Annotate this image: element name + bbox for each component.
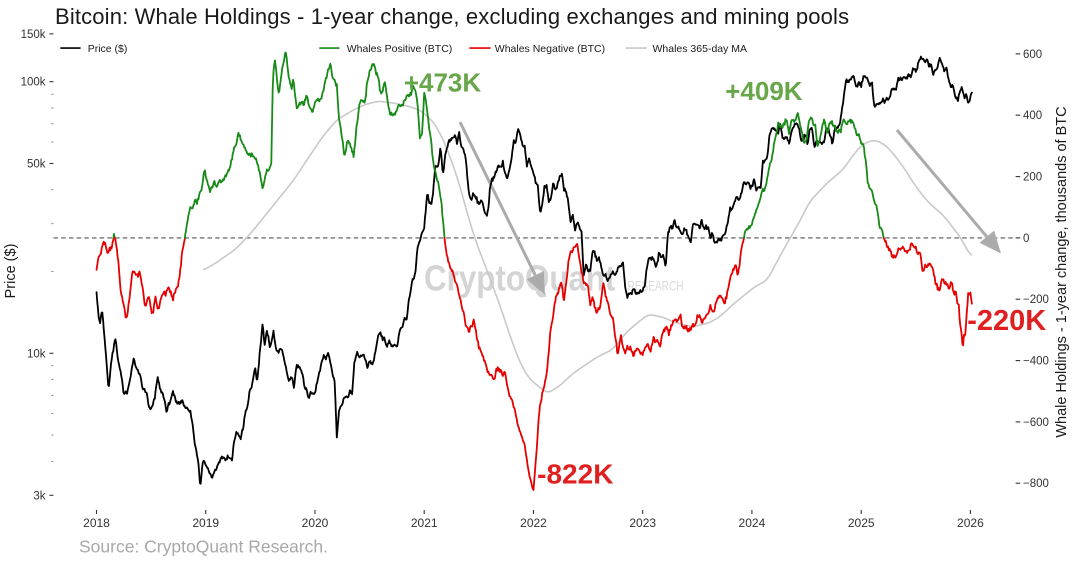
svg-text:2023: 2023 (629, 516, 656, 530)
svg-text:-220K: -220K (967, 305, 1046, 337)
svg-text:CryptoQuant: CryptoQuant (424, 258, 616, 299)
svg-text:−200: −200 (1023, 294, 1049, 306)
svg-text:2019: 2019 (192, 516, 219, 530)
svg-text:Whales 365-day MA: Whales 365-day MA (653, 43, 748, 55)
svg-text:Price ($): Price ($) (88, 43, 128, 55)
svg-text:10k: 10k (27, 348, 46, 360)
svg-text:2021: 2021 (411, 516, 438, 530)
svg-text:2022: 2022 (520, 516, 547, 530)
svg-text:−400: −400 (1023, 356, 1049, 368)
svg-text:200: 200 (1023, 172, 1042, 184)
svg-text:Whales Positive (BTC): Whales Positive (BTC) (347, 43, 453, 55)
svg-text:Whales Negative (BTC): Whales Negative (BTC) (495, 43, 605, 55)
svg-text:Whale Holdings - 1-year change: Whale Holdings - 1-year change, thousand… (1054, 106, 1070, 437)
svg-text:3k: 3k (33, 490, 45, 502)
svg-text:100k: 100k (21, 77, 46, 89)
svg-text:+409K: +409K (725, 76, 803, 106)
svg-text:2020: 2020 (302, 516, 329, 530)
svg-text:2024: 2024 (739, 516, 766, 530)
svg-text:−600: −600 (1023, 417, 1049, 429)
svg-text:−800: −800 (1023, 478, 1049, 490)
svg-text:+473K: +473K (404, 68, 482, 98)
svg-text:Price ($): Price ($) (3, 244, 19, 299)
svg-text:400: 400 (1023, 110, 1042, 122)
svg-text:-822K: -822K (537, 459, 613, 490)
svg-text:600: 600 (1023, 49, 1042, 61)
svg-text:Source: CryptoQuant Research.: Source: CryptoQuant Research. (79, 537, 328, 557)
svg-text:0: 0 (1023, 233, 1029, 245)
svg-text:2025: 2025 (848, 516, 875, 530)
svg-text:2018: 2018 (83, 516, 110, 530)
svg-text:2026: 2026 (957, 516, 984, 530)
svg-text:150k: 150k (21, 29, 46, 41)
svg-text:RESEARCH: RESEARCH (628, 278, 684, 294)
svg-text:50k: 50k (27, 159, 46, 171)
svg-text:Bitcoin: Whale Holdings - 1-ye: Bitcoin: Whale Holdings - 1-year change,… (55, 4, 849, 29)
